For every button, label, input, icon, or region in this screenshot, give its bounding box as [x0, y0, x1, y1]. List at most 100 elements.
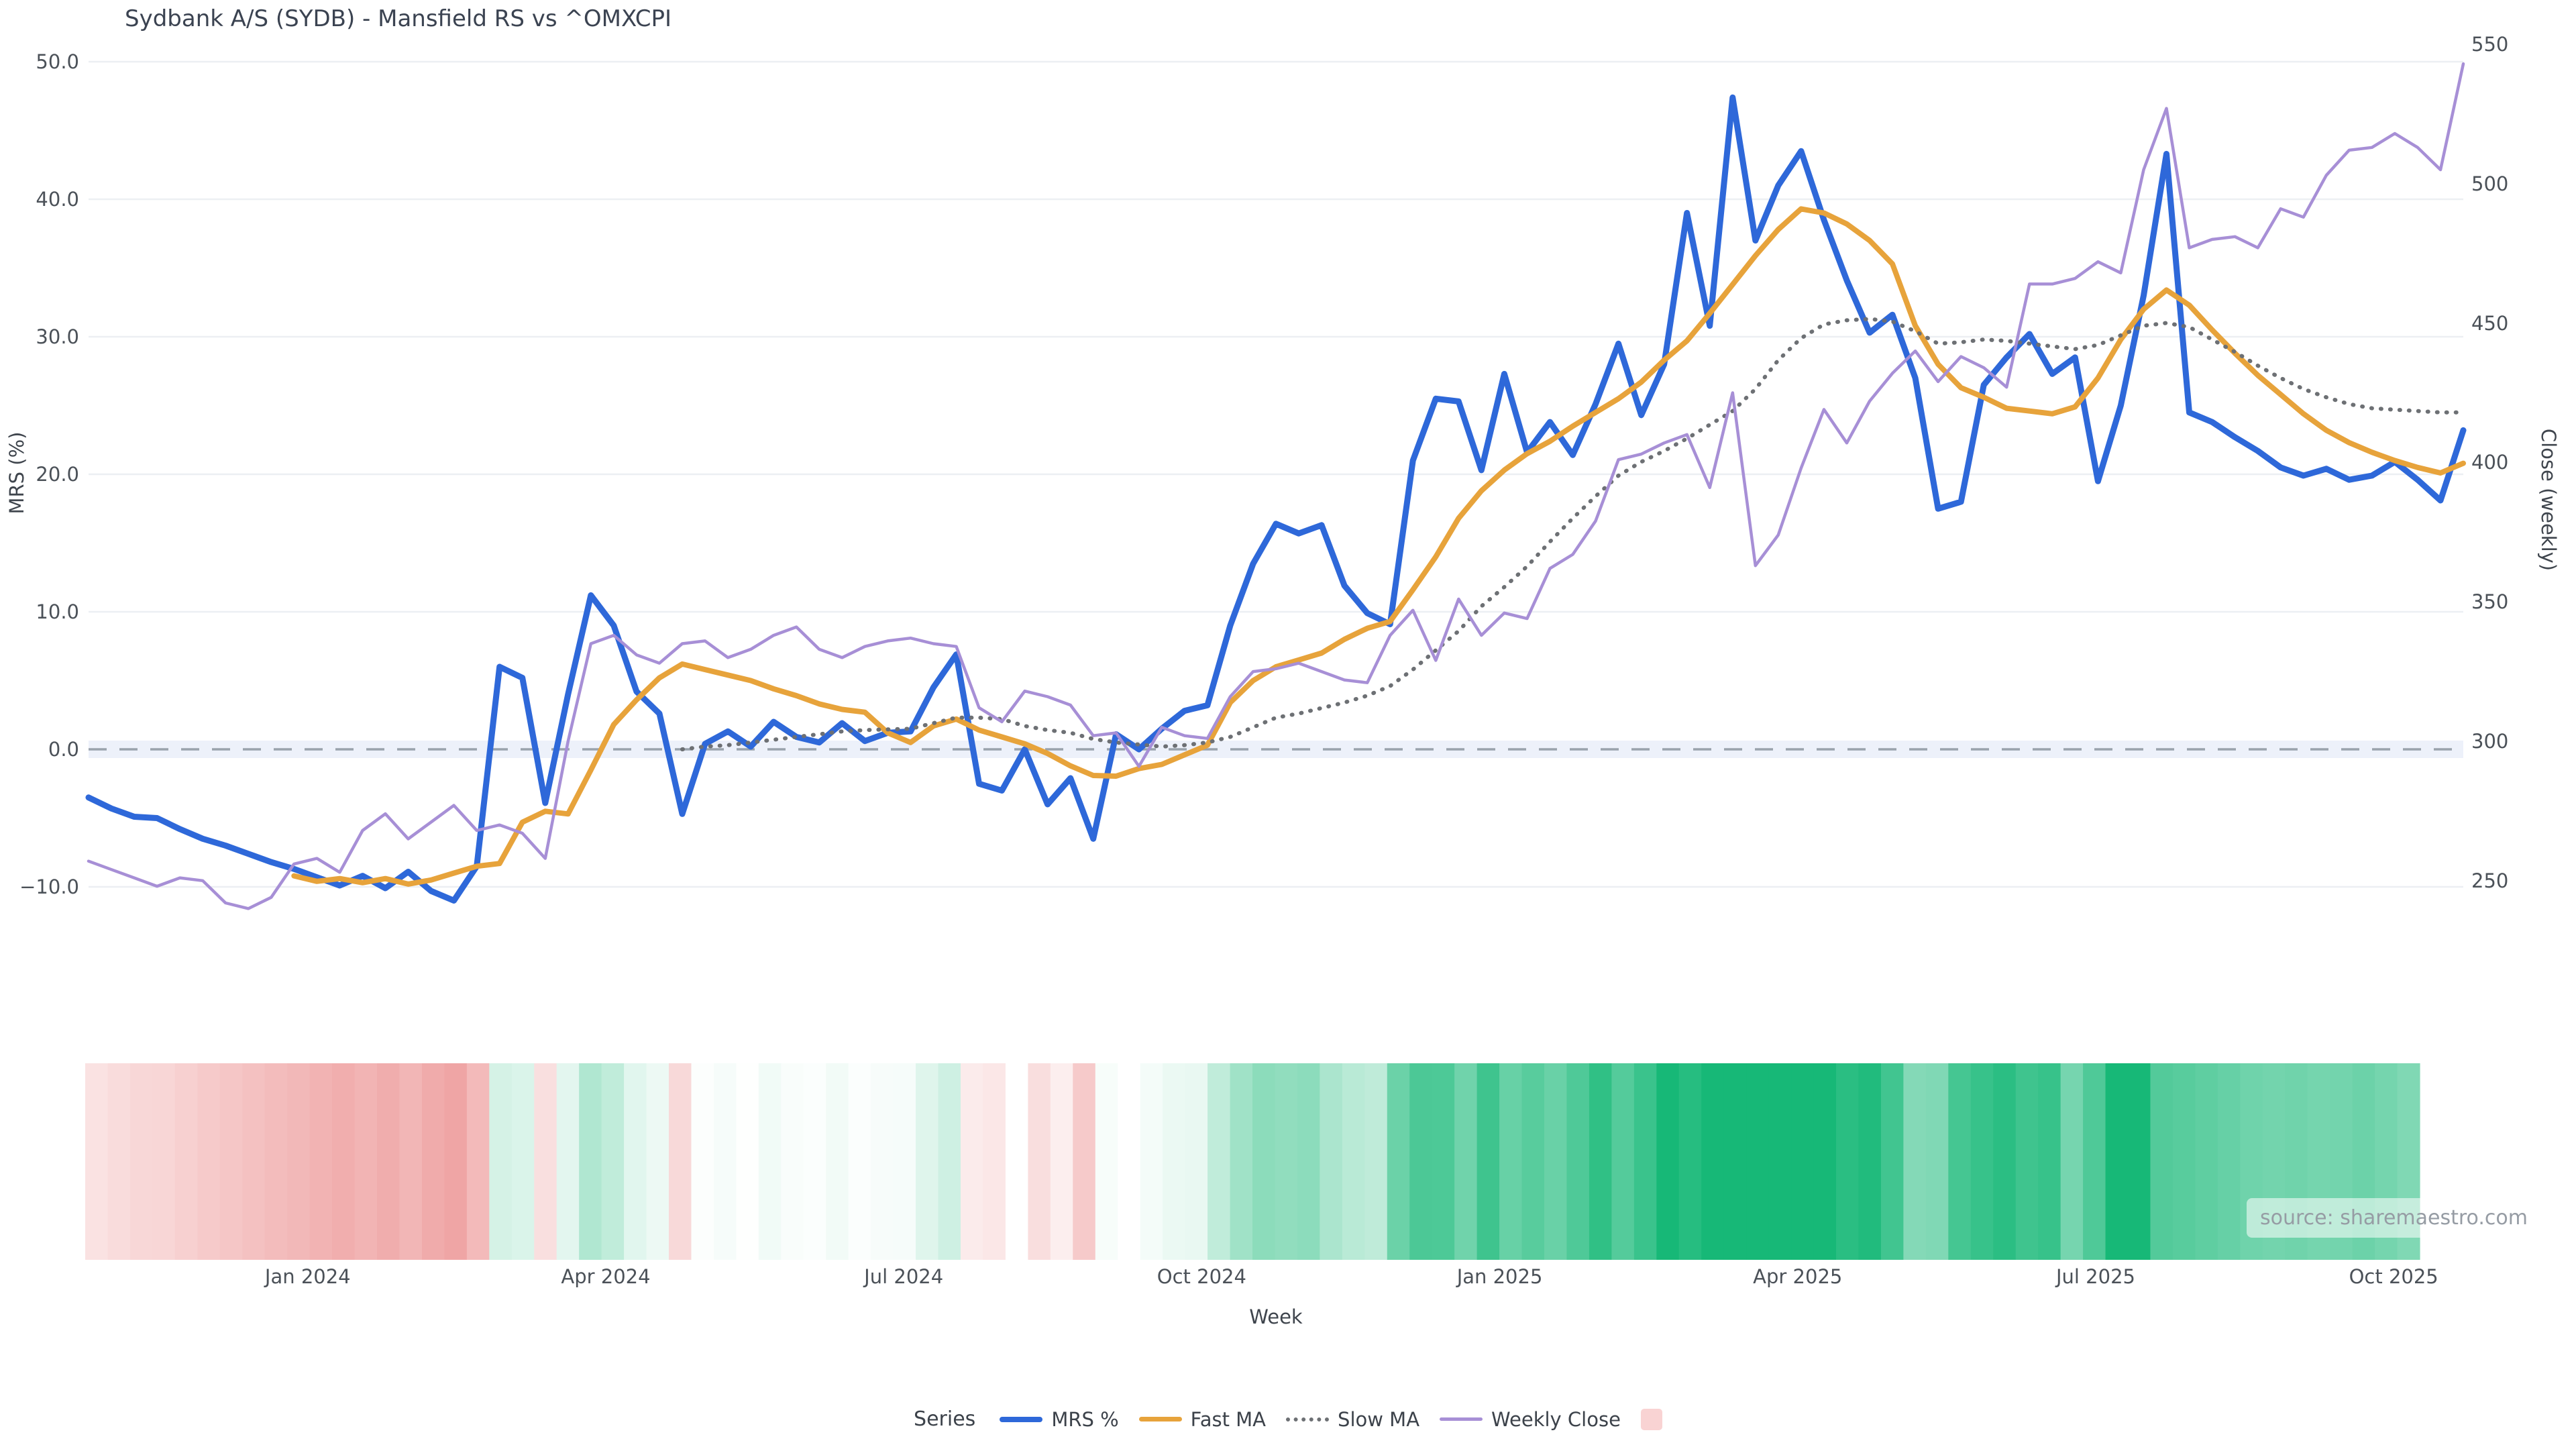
- heatmap-cell: [624, 1063, 647, 1260]
- heatmap-cell: [713, 1063, 737, 1260]
- heatmap-cell: [152, 1063, 176, 1260]
- legend-item-heatmap[interactable]: [1640, 1408, 1662, 1430]
- x-tick-label: Jan 2025: [1456, 1265, 1543, 1288]
- heatmap-cell: [309, 1063, 333, 1260]
- y-left-tick-label: 10.0: [36, 600, 79, 623]
- series-line-weekly-close[interactable]: [87, 62, 2465, 910]
- legend-item-label: Fast MA: [1190, 1407, 1267, 1431]
- heatmap-cell: [781, 1063, 804, 1260]
- heatmap-cell: [466, 1063, 490, 1260]
- heatmap-cell: [1387, 1063, 1410, 1260]
- heatmap-cell: [893, 1063, 916, 1260]
- heatmap-cell: [2083, 1063, 2106, 1260]
- heatmap-cell: [511, 1063, 535, 1260]
- heatmap-cell: [871, 1063, 894, 1260]
- heatmap-cell: [1208, 1063, 1231, 1260]
- heatmap-cell: [1903, 1063, 1927, 1260]
- y-right-tick-label: 400: [2471, 451, 2509, 474]
- heatmap-cell: [377, 1063, 400, 1260]
- heatmap-cell: [2105, 1063, 2129, 1260]
- heatmap-cell: [1791, 1063, 1815, 1260]
- legend-item-label: Weekly Close: [1491, 1407, 1621, 1431]
- heatmap-cell: [2038, 1063, 2061, 1260]
- heatmap-cell: [1297, 1063, 1320, 1260]
- legend-item-weekly-close[interactable]: Weekly Close: [1440, 1408, 1621, 1431]
- heatmap-cell: [691, 1063, 714, 1260]
- heatmap-cell: [2150, 1063, 2174, 1260]
- series-line-fast-ma[interactable]: [291, 206, 2466, 887]
- heatmap-cell: [1858, 1063, 1882, 1260]
- x-tick-label: Oct 2024: [1157, 1265, 1246, 1288]
- line-swatch-icon: [1440, 1417, 1483, 1421]
- y-right-tick-label: 500: [2471, 172, 2509, 195]
- heatmap-cell: [1701, 1063, 1725, 1260]
- heatmap-cell: [1050, 1063, 1073, 1260]
- heatmap-cell: [399, 1063, 423, 1260]
- y-left-tick-label: 0.0: [48, 738, 79, 761]
- heatmap-cell: [1948, 1063, 1972, 1260]
- heatmap-cell: [1678, 1063, 1702, 1260]
- heatmap-cell: [1746, 1063, 1770, 1260]
- x-tick-label: Jul 2025: [2055, 1265, 2135, 1288]
- heatmap-cell: [826, 1063, 849, 1260]
- heatmap-cell: [287, 1063, 311, 1260]
- heatmap-cell: [1993, 1063, 2017, 1260]
- y-right-tick-label: 350: [2471, 590, 2509, 614]
- heatmap-cell: [736, 1063, 759, 1260]
- y-left-tick-label: 30.0: [36, 325, 79, 348]
- heatmap-cell: [1836, 1063, 1860, 1260]
- heatmap-cell: [129, 1063, 153, 1260]
- legend-item-slow-ma[interactable]: Slow MA: [1286, 1408, 1419, 1431]
- heatmap-cell: [197, 1063, 221, 1260]
- heatmap-cell: [1095, 1063, 1118, 1260]
- heatmap-cell: [1970, 1063, 1994, 1260]
- heatmap-cell: [1432, 1063, 1455, 1260]
- heatmap-cell: [332, 1063, 356, 1260]
- heatmap-cell: [1723, 1063, 1747, 1260]
- series-line-slow-ma[interactable]: [680, 317, 2465, 751]
- legend-item-mrs-[interactable]: MRS %: [1000, 1408, 1119, 1431]
- heatmap-cell: [1118, 1063, 1141, 1260]
- heatmap-cell: [489, 1063, 513, 1260]
- x-tick-label: Apr 2025: [1753, 1265, 1843, 1288]
- heatmap-cell: [2217, 1063, 2241, 1260]
- series-line-mrs-[interactable]: [85, 94, 2467, 904]
- heatmap-cell: [1320, 1063, 1343, 1260]
- y-right-tick-label: 450: [2471, 311, 2509, 335]
- heatmap-cell: [242, 1063, 266, 1260]
- legend: Series MRS % Fast MA Slow MA Weekly Close: [0, 1407, 2576, 1431]
- y-right-tick-label: 550: [2471, 33, 2509, 56]
- heatmap-cell: [1925, 1063, 1949, 1260]
- heatmap-cell: [2060, 1063, 2084, 1260]
- heatmap-cell: [1611, 1063, 1635, 1260]
- x-tick-label: Apr 2024: [561, 1265, 651, 1288]
- x-axis-title: Week: [1249, 1305, 1303, 1328]
- heatmap-cell: [264, 1063, 288, 1260]
- heatmap-cell: [601, 1063, 625, 1260]
- heatmap-cell: [1230, 1063, 1253, 1260]
- chart-title: Sydbank A/S (SYDB) - Mansfield RS vs ^OM…: [125, 5, 672, 32]
- heatmap-cell: [1073, 1063, 1096, 1260]
- heatmap-cell: [1813, 1063, 1837, 1260]
- heatmap-cell: [848, 1063, 871, 1260]
- source-label: source: sharemaestro.com: [2247, 1198, 2541, 1238]
- heatmap-cell: [1185, 1063, 1208, 1260]
- x-tick-label: Jan 2024: [264, 1265, 351, 1288]
- heatmap-cell: [983, 1063, 1006, 1260]
- heatmap-cell: [803, 1063, 826, 1260]
- heatmap-cell: [758, 1063, 782, 1260]
- heatmap-cell: [938, 1063, 961, 1260]
- heatmap-cell: [1768, 1063, 1792, 1260]
- heatmap-cell: [2015, 1063, 2039, 1260]
- heatmap-cell: [916, 1063, 939, 1260]
- line-swatch-icon: [1000, 1416, 1043, 1422]
- heatmap-cell: [1880, 1063, 1904, 1260]
- legend-item-fast-ma[interactable]: Fast MA: [1138, 1407, 1267, 1431]
- line-swatch-icon: [1286, 1417, 1330, 1421]
- heatmap-cell: [174, 1063, 198, 1260]
- heatmap-cell: [1028, 1063, 1051, 1260]
- y-left-tick-label: 40.0: [36, 188, 79, 211]
- heatmap-cell: [1252, 1063, 1276, 1260]
